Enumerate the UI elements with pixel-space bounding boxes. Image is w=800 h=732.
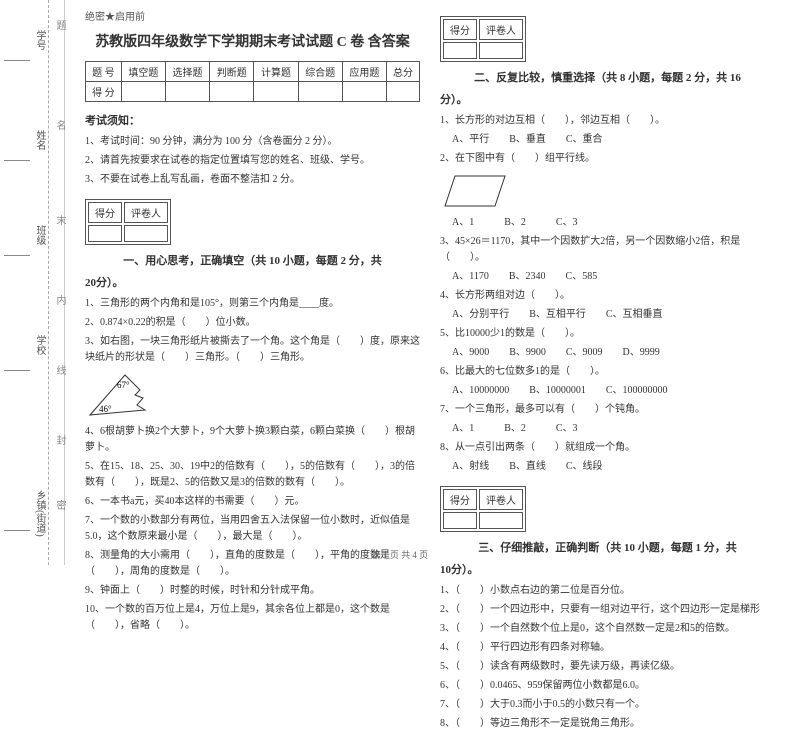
secret-label: 绝密★启用前 — [85, 8, 420, 23]
side-label-name: 姓名 — [32, 130, 47, 150]
angle-46: 46° — [99, 404, 112, 414]
options: A、1170 B、2340 C、585 — [452, 269, 775, 285]
field-line — [4, 255, 30, 256]
page-footer: 第 1 页 共 4 页 — [0, 548, 800, 561]
field-line — [4, 530, 30, 531]
td — [121, 82, 165, 102]
question: 4、6根胡萝卜换2个大萝卜，9个大萝卜换3颗白菜，6颗白菜换（ ）根胡萝卜。 — [85, 424, 420, 456]
question: 4、长方形两组对边（ ）。 — [440, 288, 775, 304]
seal-mark: 题 — [52, 20, 67, 30]
table-row: 得 分 — [86, 82, 420, 102]
question: 8、从一点引出两条（ ）就组成一个角。 — [440, 440, 775, 456]
notice-item: 1、考试时间：90 分钟，满分为 100 分（含卷面分 2 分）。 — [85, 134, 420, 149]
question: 2、在下图中有（ ）组平行线。 — [440, 151, 775, 167]
angle-67: 67° — [117, 380, 130, 390]
question: 9、钟面上（ ）时整的时候，时针和分针成平角。 — [85, 583, 420, 599]
question: 3、45×26＝1170，其中一个因数扩大2倍，另一个因数缩小2倍，积是（ ）。 — [440, 234, 775, 266]
options: A、10000000 B、10000001 C、100000000 — [452, 383, 775, 399]
side-label-id: 学号 — [32, 30, 47, 50]
left-column: 绝密★启用前 苏教版四年级数学下学期期末考试试题 C 卷 含答案 题 号 填空题… — [75, 0, 430, 565]
td — [387, 82, 420, 102]
question: 5、（ ）读含有两级数时，要先读万级，再读亿级。 — [440, 659, 775, 675]
right-column: 得分 评卷人 二、反复比较，慎重选择（共 8 小题，每题 2 分，共 16 分）… — [430, 0, 785, 565]
question: 8、（ ）等边三角形不一定是锐角三角形。 — [440, 716, 775, 732]
question: 1、三角形的两个内角和是105°，则第三个内角是____度。 — [85, 296, 420, 312]
td — [254, 82, 298, 102]
notice-item: 2、请首先按要求在试卷的指定位置填写您的姓名、班级、学号。 — [85, 153, 420, 168]
td — [165, 82, 209, 102]
field-line — [4, 60, 30, 61]
section1-title: 一、用心思考，正确填空（共 10 小题，每题 2 分，共 — [123, 255, 382, 267]
question: 3、（ ）一个自然数个位上是0，这个自然数一定是2和5的倍数。 — [440, 621, 775, 637]
question: 4、（ ）平行四边形有四条对称轴。 — [440, 640, 775, 656]
options: A、射线 B、直线 C、线段 — [452, 459, 775, 475]
parallelogram-figure — [440, 171, 510, 211]
question: 2、（ ）一个四边形中，只要有一组对边平行，这个四边形一定是梯形 — [440, 602, 775, 618]
question: 1、（ ）小数点右边的第二位是百分位。 — [440, 583, 775, 599]
seal-mark: 线 — [52, 365, 67, 375]
td — [342, 82, 386, 102]
grader-cell: 评卷人 — [124, 202, 168, 223]
side-label-class: 班级 — [32, 225, 47, 245]
field-line — [4, 160, 30, 161]
notice-item: 3、不要在试卷上乱写乱画，卷面不整洁扣 2 分。 — [85, 172, 420, 187]
table-row: 题 号 填空题 选择题 判断题 计算题 综合题 应用题 总分 — [86, 62, 420, 82]
grader-box: 得分 评卷人 — [440, 16, 526, 62]
th: 应用题 — [342, 62, 386, 82]
score-cell: 得分 — [443, 489, 477, 510]
seal-mark: 名 — [52, 120, 67, 130]
notice-heading: 考试须知： — [85, 112, 420, 128]
grader-box: 得分 评卷人 — [85, 199, 171, 245]
question: 5、在15、18、25、30、19中2的倍数有（ ），5的倍数有（ ），3的倍数… — [85, 459, 420, 491]
binding-sidebar: 学号 姓名 班级 学校 乡镇(街道) 题 名 末 内 线 封 密 — [0, 0, 65, 565]
question: 6、（ ）0.0465、959保留两位小数都是6.0。 — [440, 678, 775, 694]
side-label-town: 乡镇(街道) — [32, 490, 47, 537]
score-cell: 得分 — [443, 19, 477, 40]
th: 综合题 — [298, 62, 342, 82]
section1-tail: 20分）。 — [85, 274, 420, 290]
section2-title: 二、反复比较，慎重选择（共 8 小题，每题 2 分，共 16 — [474, 72, 741, 84]
score-cell: 得分 — [88, 202, 122, 223]
seal-mark: 密 — [52, 500, 67, 510]
options: A、平行 B、垂直 C、重合 — [452, 132, 775, 148]
question: 10、一个数的百万位上是4，万位上是9，其余各位上都是0，这个数是（ ），省略（… — [85, 602, 420, 634]
seal-mark: 内 — [52, 295, 67, 305]
th: 计算题 — [254, 62, 298, 82]
options: A、1 B、2 C、3 — [452, 215, 775, 231]
th: 填空题 — [121, 62, 165, 82]
grader-cell: 评卷人 — [479, 489, 523, 510]
options: A、1 B、2 C、3 — [452, 421, 775, 437]
td — [210, 82, 254, 102]
td: 得 分 — [86, 82, 122, 102]
question: 3、如右图，一块三角形纸片被撕去了一个角。这个角是（ ）度，原来这块纸片的形状是… — [85, 334, 420, 366]
th: 选择题 — [165, 62, 209, 82]
fold-line — [48, 0, 49, 565]
seal-mark: 封 — [52, 435, 67, 445]
question: 7、一个三角形，最多可以有（ ）个钝角。 — [440, 402, 775, 418]
options: A、9000 B、9900 C、9009 D、9999 — [452, 345, 775, 361]
question: 1、长方形的对边互相（ ），邻边互相（ ）。 — [440, 113, 775, 129]
options: A、分别平行 B、互相平行 C、互相垂直 — [452, 307, 775, 323]
grader-box: 得分 评卷人 — [440, 486, 526, 532]
field-line — [4, 370, 30, 371]
td — [298, 82, 342, 102]
triangle-figure: 67° 46° — [85, 370, 165, 420]
side-label-school: 学校 — [32, 335, 47, 355]
question: 2、0.874×0.22的积是（ ）位小数。 — [85, 315, 420, 331]
exam-title: 苏教版四年级数学下学期期末考试试题 C 卷 含答案 — [85, 31, 420, 51]
question: 7、（ ）大于0.3而小于0.5的小数只有一个。 — [440, 697, 775, 713]
page-content: 绝密★启用前 苏教版四年级数学下学期期末考试试题 C 卷 含答案 题 号 填空题… — [75, 0, 795, 565]
th: 判断题 — [210, 62, 254, 82]
section2-tail: 分）。 — [440, 91, 775, 107]
th: 总分 — [387, 62, 420, 82]
question: 5、比10000少1的数是（ ）。 — [440, 326, 775, 342]
question: 6、比最大的七位数多1的是（ ）。 — [440, 364, 775, 380]
grader-cell: 评卷人 — [479, 19, 523, 40]
section3-tail: 10分）。 — [440, 561, 775, 577]
score-table: 题 号 填空题 选择题 判断题 计算题 综合题 应用题 总分 得 分 — [85, 61, 420, 102]
th: 题 号 — [86, 62, 122, 82]
seal-mark: 末 — [52, 215, 67, 225]
question: 6、一本书a元，买40本这样的书需要（ ）元。 — [85, 494, 420, 510]
question: 7、一个数的小数部分有两位，当用四舍五入法保留一位小数时，近似值是5.0，这个数… — [85, 513, 420, 545]
